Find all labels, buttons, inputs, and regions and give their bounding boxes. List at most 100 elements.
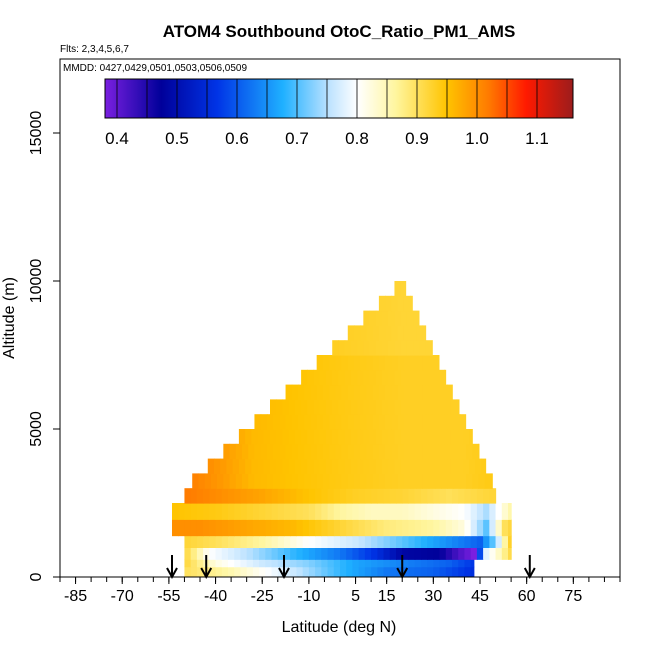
heatmap-cell xyxy=(444,429,452,445)
heatmap-cell xyxy=(294,458,302,474)
heatmap-cell xyxy=(408,535,416,548)
heatmap-cell xyxy=(466,473,473,489)
heatmap-cell xyxy=(410,295,413,312)
heatmap-cell xyxy=(266,414,274,430)
heatmap-cell xyxy=(344,369,352,386)
heatmap-cell xyxy=(389,566,397,577)
heatmap-cell xyxy=(453,473,461,489)
x-tick-label: 30 xyxy=(424,588,442,605)
heatmap-cell xyxy=(321,535,329,548)
colorbar-tick-label: 0.4 xyxy=(105,129,129,148)
heatmap-cell xyxy=(248,443,256,460)
heatmap-cell xyxy=(413,429,420,445)
heatmap-cell xyxy=(354,443,361,460)
heatmap-cell xyxy=(265,488,273,504)
heatmap-cell xyxy=(308,519,316,537)
heatmap-cell xyxy=(470,535,478,548)
heatmap-cell xyxy=(240,503,248,520)
heatmap-cell xyxy=(196,566,204,577)
heatmap-cell xyxy=(410,443,417,460)
heatmap-cell xyxy=(391,443,399,460)
heatmap-cell xyxy=(354,325,361,341)
heatmap-cell xyxy=(389,559,397,568)
heatmap-cell xyxy=(259,503,266,520)
heatmap-cell xyxy=(301,369,308,386)
heatmap-cell xyxy=(346,559,354,568)
heatmap-cell xyxy=(319,458,327,474)
heatmap-cell xyxy=(221,503,229,520)
heatmap-cell xyxy=(252,535,260,548)
heatmap-cell xyxy=(288,458,296,474)
heatmap-cell xyxy=(350,399,358,415)
heatmap-cell xyxy=(397,384,405,400)
heatmap-cell xyxy=(419,429,427,445)
heatmap-cell xyxy=(340,547,347,560)
heatmap-cell xyxy=(377,566,385,577)
heatmap-cell xyxy=(366,443,374,460)
x-tick-label: -55 xyxy=(157,588,180,605)
heatmap-cell xyxy=(313,369,321,386)
heatmap-cell xyxy=(307,429,315,445)
heatmap-cell xyxy=(220,458,228,474)
heatmap-cell xyxy=(408,519,416,537)
heatmap-cell xyxy=(431,429,439,445)
heatmap-cell xyxy=(410,384,417,400)
heatmap-cell xyxy=(408,503,416,520)
heatmap-cell xyxy=(472,443,480,460)
heatmap-cell xyxy=(246,535,254,548)
heatmap-cell xyxy=(397,443,405,460)
heatmap-cell xyxy=(333,559,341,568)
heatmap-cell xyxy=(406,458,414,474)
heatmap-cell xyxy=(277,535,285,548)
heatmap-cell xyxy=(483,503,490,520)
heatmap-cell xyxy=(441,473,448,489)
heatmap-cell xyxy=(501,547,509,560)
heatmap-cell xyxy=(363,310,371,326)
heatmap-cell xyxy=(196,519,204,537)
heatmap-cell xyxy=(364,566,372,577)
heatmap-cell xyxy=(322,414,330,430)
x-tick-label: 5 xyxy=(351,588,360,605)
heatmap-cell xyxy=(296,566,304,577)
heatmap-cell xyxy=(414,559,422,568)
heatmap-cell xyxy=(315,503,322,520)
heatmap-cell xyxy=(434,355,440,371)
heatmap-cell xyxy=(391,295,399,312)
heatmap-cell xyxy=(251,429,259,445)
heatmap-cell xyxy=(308,535,316,548)
heatmap-cell xyxy=(350,429,358,445)
heatmap-cell xyxy=(447,384,453,400)
chart-title: ATOM4 Southbound OtoC_Ratio_PM1_AMS xyxy=(163,22,516,41)
heatmap-cell xyxy=(364,559,372,568)
heatmap-cell xyxy=(466,443,473,460)
heatmap-cell xyxy=(459,473,467,489)
heatmap-cell xyxy=(209,566,217,577)
heatmap-cell xyxy=(378,295,386,312)
heatmap-cell xyxy=(420,559,428,568)
heatmap-cell xyxy=(263,458,271,474)
heatmap-cell xyxy=(209,535,217,548)
heatmap-cell xyxy=(447,414,455,430)
heatmap-cell xyxy=(382,340,389,356)
heatmap-cell xyxy=(413,458,420,474)
heatmap-cell xyxy=(420,535,428,548)
heatmap-cell xyxy=(340,566,347,577)
heatmap-cell xyxy=(400,369,408,386)
heatmap-cell xyxy=(483,519,490,537)
heatmap-cell xyxy=(333,535,341,548)
heatmap-cell xyxy=(333,566,341,577)
heatmap-cell xyxy=(483,488,490,504)
heatmap-cell xyxy=(414,488,422,504)
heatmap-cell xyxy=(221,566,229,577)
heatmap-cell xyxy=(464,547,472,560)
heatmap-cell xyxy=(470,503,478,520)
heatmap-cell xyxy=(302,503,310,520)
heatmap-cell xyxy=(428,355,436,371)
heatmap-cell xyxy=(277,488,285,504)
heatmap-cell xyxy=(322,355,330,371)
heatmap-cell xyxy=(302,566,310,577)
heatmap-cell xyxy=(242,443,249,460)
heatmap-cell xyxy=(291,414,299,430)
heatmap-cell xyxy=(453,414,461,430)
